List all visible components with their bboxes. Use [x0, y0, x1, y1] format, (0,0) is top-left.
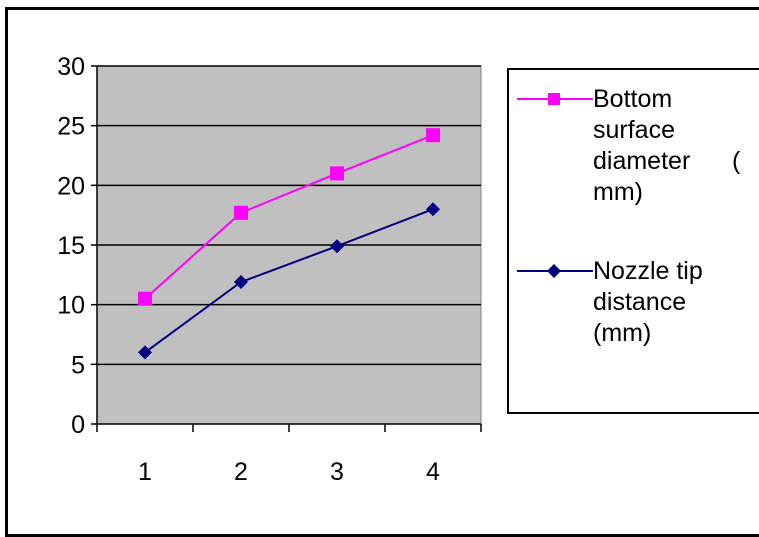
data-point [330, 239, 344, 254]
series-layer [138, 128, 440, 360]
x-tick-label: 2 [234, 458, 248, 486]
legend: Bottom surface diameter ( mm) Nozzle tip… [507, 68, 759, 414]
y-tick-label: 15 [57, 232, 85, 260]
y-tick-label: 20 [57, 172, 85, 200]
y-tick-label: 25 [57, 113, 85, 141]
data-point [234, 205, 248, 220]
x-tick-label: 1 [138, 458, 152, 486]
legend-label-line: mm) [593, 178, 643, 206]
y-tick-label: 5 [71, 351, 85, 379]
legend-label-line: distance [593, 288, 687, 316]
legend-label-line: diameter ( [593, 147, 741, 175]
data-point [138, 291, 152, 306]
x-axis-ticks: 1 2 3 4 [96, 424, 482, 486]
data-point [330, 166, 344, 181]
legend-swatch-nozzle-tip-distance [517, 264, 593, 278]
y-tick-label: 0 [71, 411, 85, 439]
series-line [144, 208, 434, 354]
legend-label-nozzle-tip-distance: Nozzle tip distance (mm) [593, 256, 759, 349]
data-point [138, 345, 152, 360]
series-1 [138, 202, 440, 360]
data-point [426, 128, 440, 143]
legend-label-line: Bottom [593, 85, 673, 113]
legend-label-bottom-surface-diameter: Bottom surface diameter ( mm) [593, 84, 759, 208]
legend-swatch-bottom-surface-diameter [517, 93, 593, 105]
y-tick-label: 30 [57, 53, 85, 81]
series-0 [138, 128, 440, 306]
legend-label-line: surface [593, 116, 675, 144]
legend-label-line: (mm) [593, 319, 652, 347]
data-point [234, 274, 248, 289]
y-tick-label: 10 [57, 292, 85, 320]
x-tick-label: 4 [426, 458, 440, 486]
x-tick-label: 3 [330, 458, 344, 486]
gridlines [97, 65, 481, 366]
data-point [426, 202, 440, 217]
legend-label-line: Nozzle tip [593, 257, 703, 285]
series-line [144, 134, 434, 300]
y-axis-ticks: 0 5 10 15 20 25 30 [57, 53, 97, 439]
line-chart: 0 5 10 15 20 25 30 1 2 3 4 [57, 53, 482, 486]
